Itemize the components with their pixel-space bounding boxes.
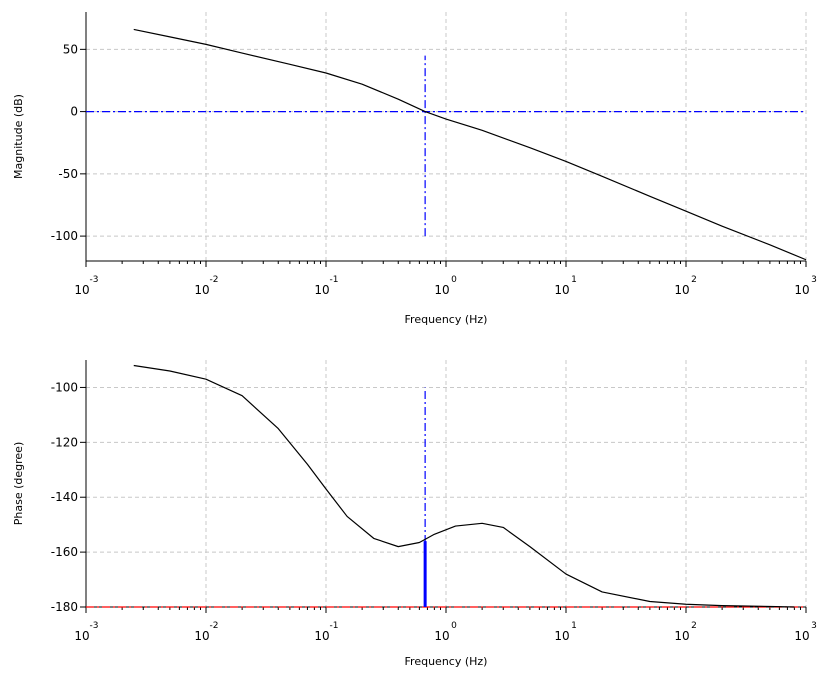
x-tick-label: 10 bbox=[554, 629, 569, 643]
x-tick-exponent: -2 bbox=[210, 275, 219, 285]
y-tick-label: -180 bbox=[51, 600, 78, 614]
y-tick-label: -140 bbox=[51, 490, 78, 504]
phase-curve bbox=[133, 364, 795, 608]
x-tick-exponent: -2 bbox=[210, 621, 219, 631]
y-tick-label: -100 bbox=[51, 229, 78, 243]
x-tick-exponent: 3 bbox=[811, 621, 817, 631]
x-tick-label: 10 bbox=[794, 283, 809, 297]
x-tick-label: 10 bbox=[314, 283, 329, 297]
y-tick-label: 0 bbox=[70, 105, 78, 119]
x-tick-label: 10 bbox=[674, 283, 689, 297]
y-tick-label: -100 bbox=[51, 380, 78, 394]
x-tick-exponent: 2 bbox=[691, 621, 697, 631]
y-axis-label: Magnitude (dB) bbox=[12, 94, 25, 179]
x-tick-label: 10 bbox=[194, 283, 209, 297]
x-tick-label: 10 bbox=[674, 629, 689, 643]
y-tick-label: -120 bbox=[51, 435, 78, 449]
y-tick-label: -160 bbox=[51, 545, 78, 559]
x-tick-exponent: -3 bbox=[90, 275, 99, 285]
y-tick-label: -50 bbox=[58, 167, 78, 181]
x-tick-label: 10 bbox=[554, 283, 569, 297]
x-axis-label: Frequency (Hz) bbox=[405, 655, 488, 668]
magnitude-curve bbox=[133, 28, 807, 261]
x-tick-exponent: 2 bbox=[691, 275, 697, 285]
y-tick-label: 50 bbox=[63, 42, 78, 56]
x-tick-exponent: -1 bbox=[330, 621, 339, 631]
x-tick-exponent: 3 bbox=[811, 275, 817, 285]
x-axis-label: Frequency (Hz) bbox=[405, 313, 488, 326]
magnitude-panel: 10-310-210-1100101102103500-50-100Freque… bbox=[12, 12, 817, 326]
x-tick-label: 10 bbox=[434, 629, 449, 643]
x-tick-exponent: -3 bbox=[90, 621, 99, 631]
x-tick-label: 10 bbox=[194, 629, 209, 643]
y-axis-label: Phase (degree) bbox=[12, 442, 25, 525]
x-tick-exponent: 0 bbox=[451, 275, 457, 285]
x-tick-label: 10 bbox=[434, 283, 449, 297]
x-tick-label: 10 bbox=[314, 629, 329, 643]
x-tick-label: 10 bbox=[74, 283, 89, 297]
phase-panel: 10-310-210-1100101102103-100-120-140-160… bbox=[12, 360, 817, 668]
x-tick-exponent: 0 bbox=[451, 621, 457, 631]
x-tick-exponent: -1 bbox=[330, 275, 339, 285]
x-tick-exponent: 1 bbox=[571, 275, 577, 285]
x-tick-label: 10 bbox=[74, 629, 89, 643]
x-tick-label: 10 bbox=[794, 629, 809, 643]
x-tick-exponent: 1 bbox=[571, 621, 577, 631]
